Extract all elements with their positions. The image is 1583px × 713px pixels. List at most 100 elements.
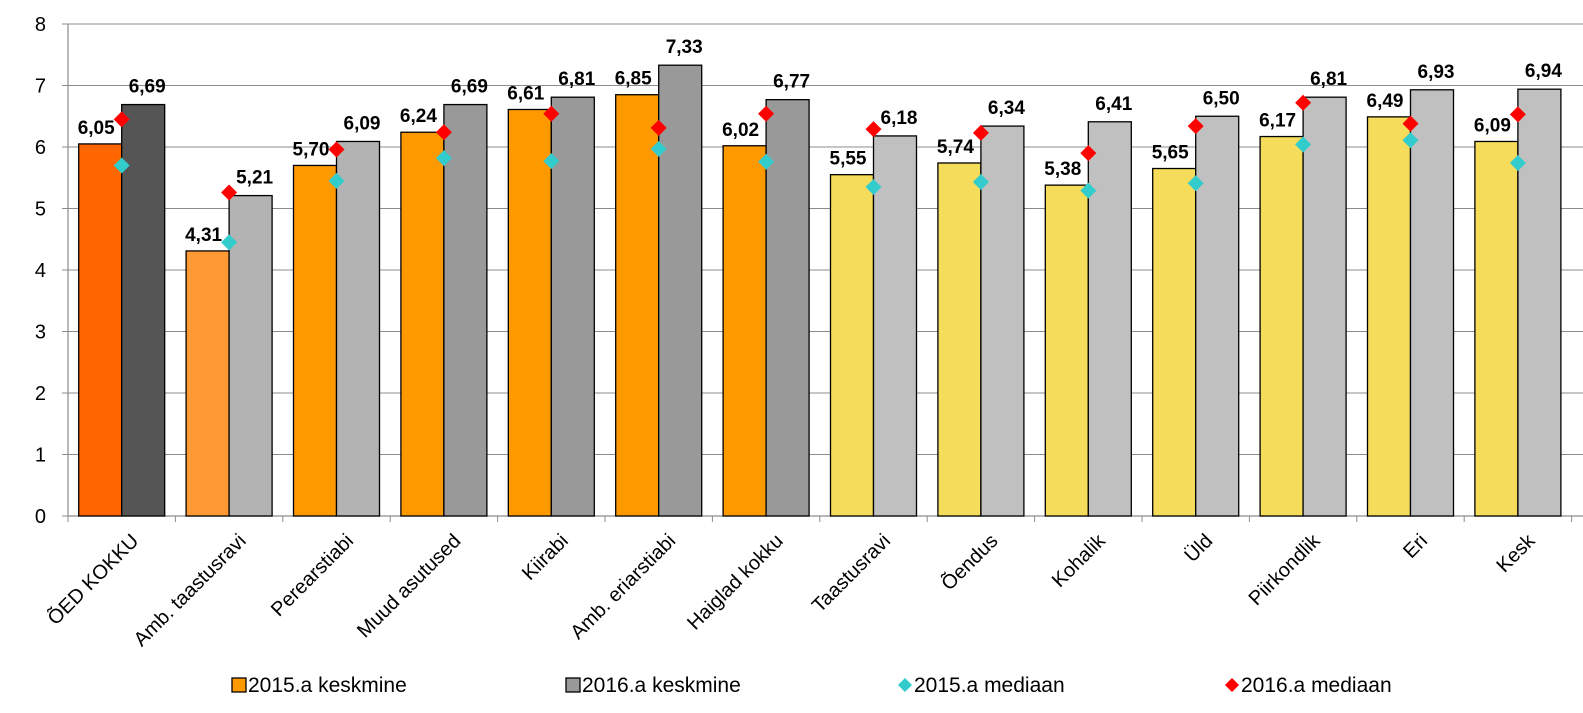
- median-2016-marker: [1509, 106, 1526, 123]
- legend-swatch: [231, 677, 247, 693]
- data-label-2015: 6,24: [400, 106, 437, 127]
- median-2015-marker: [543, 153, 560, 170]
- category-label: Piirkondlik: [1245, 529, 1326, 610]
- category-label: Muud asutused: [353, 530, 465, 642]
- bar-2016: [1302, 96, 1347, 517]
- median-2016-marker: [1295, 94, 1312, 111]
- bar-2015: [78, 143, 123, 517]
- data-label-2015: 6,17: [1259, 111, 1296, 132]
- data-label-2015: 5,74: [937, 137, 974, 158]
- data-label-2015: 5,38: [1044, 159, 1081, 180]
- category-label: Perearstiabi: [267, 530, 358, 621]
- y-tick-label: 2: [35, 383, 46, 405]
- bar-2016: [335, 140, 381, 517]
- bar-2016: [765, 98, 810, 517]
- median-2015-marker: [435, 150, 452, 167]
- bar-2015: [1474, 140, 1519, 517]
- data-label-2015: 5,70: [293, 139, 330, 160]
- median-2016-marker: [1402, 115, 1419, 132]
- bar-2016: [658, 64, 703, 517]
- y-tick-label: 4: [35, 260, 46, 282]
- y-tick-label: 1: [35, 445, 46, 467]
- data-label-2016: 7,33: [666, 37, 703, 58]
- category-label: Kesk: [1492, 529, 1540, 577]
- data-label-2015: 6,61: [507, 83, 544, 104]
- data-label-2015: 4,31: [185, 225, 222, 246]
- data-label-2016: 6,94: [1525, 61, 1562, 82]
- y-tick-label: 5: [35, 199, 46, 221]
- median-2015-marker: [1080, 182, 1097, 199]
- bar-2015: [1044, 184, 1089, 517]
- median-2016-marker: [543, 105, 560, 122]
- data-label-2016: 6,50: [1203, 88, 1240, 109]
- bar-2016: [443, 103, 488, 517]
- bar-2016: [121, 103, 166, 517]
- data-label-2015: 6,09: [1474, 115, 1511, 136]
- legend-label: 2016.a mediaan: [1241, 674, 1392, 697]
- median-2015-marker: [328, 172, 345, 189]
- median-2015-marker: [1402, 132, 1419, 149]
- median-2016-marker: [221, 184, 238, 201]
- legend-label: 2015.a mediaan: [914, 674, 1065, 697]
- median-2016-marker: [1080, 145, 1097, 162]
- y-tick-label: 3: [35, 322, 46, 344]
- data-label-2015: 6,85: [615, 69, 652, 90]
- bar-2015: [185, 250, 230, 517]
- median-2016-marker: [972, 124, 989, 141]
- median-2016-marker: [328, 141, 345, 158]
- data-label-2015: 5,65: [1152, 143, 1189, 164]
- bar-2016: [228, 194, 273, 517]
- median-2016-marker: [758, 105, 775, 122]
- bar-2016: [550, 96, 595, 517]
- legend: 2015.a keskmine 2016.a keskmine 2015.a med…: [231, 674, 1392, 697]
- median-2015-marker: [972, 174, 989, 191]
- legend-label: 2015.a keskmine: [248, 674, 407, 697]
- data-label-2016: 6,09: [344, 113, 381, 134]
- bar-2015: [722, 145, 767, 517]
- data-label-2015: 6,02: [722, 120, 759, 141]
- median-2015-marker: [865, 178, 882, 195]
- median-2015-marker: [1187, 175, 1204, 192]
- legend-label: 2016.a keskmine: [582, 674, 741, 697]
- category-label: Kohalik: [1048, 529, 1111, 592]
- data-label-2015: 6,49: [1367, 91, 1404, 112]
- median-2016-marker: [435, 124, 452, 141]
- median-2015-marker: [1509, 154, 1526, 171]
- y-tick-label: 8: [35, 14, 46, 36]
- bar-2016: [980, 125, 1025, 517]
- bar-2015: [1366, 116, 1412, 517]
- median-2016-marker: [650, 119, 667, 136]
- median-2016-marker: [1187, 118, 1204, 135]
- bar-2016: [1409, 89, 1455, 517]
- bar-2015: [292, 164, 338, 517]
- legend-swatch: [565, 677, 581, 693]
- bar-2015: [1259, 135, 1304, 517]
- median-2016-marker: [865, 121, 882, 138]
- category-label: ÕED KOKKU: [42, 529, 143, 630]
- bar-2015: [400, 131, 445, 517]
- bar-2015: [829, 174, 875, 517]
- legend-diamond: [898, 678, 912, 692]
- bar-2016: [1517, 88, 1562, 517]
- data-label-2016: 6,81: [558, 69, 595, 90]
- data-label-2016: 6,69: [129, 77, 166, 98]
- median-2015-marker: [221, 234, 238, 251]
- category-label: Eri: [1399, 530, 1432, 563]
- category-label: Amb. taastusravi: [130, 530, 251, 651]
- data-label-2016: 6,93: [1418, 62, 1455, 83]
- category-label: Õendus: [936, 529, 1003, 596]
- data-label-2016: 6,81: [1310, 69, 1347, 90]
- data-label-2015: 6,05: [78, 118, 115, 139]
- bar-2015: [615, 94, 660, 517]
- category-label: Üld: [1180, 530, 1217, 567]
- data-label-2016: 6,77: [773, 72, 810, 93]
- data-labels: 6,05 6,69 4,31 5,21 5,70 6,09 6,24 6,69 6,61 6,81…: [78, 37, 1563, 246]
- data-label-2016: 6,69: [451, 77, 488, 98]
- bars: [78, 64, 1562, 517]
- bar-2015: [937, 162, 982, 517]
- bar-2015: [507, 108, 552, 517]
- category-label: Kiirabi: [518, 530, 573, 585]
- y-tick-label: 7: [35, 76, 46, 98]
- bar-2016: [1087, 121, 1132, 517]
